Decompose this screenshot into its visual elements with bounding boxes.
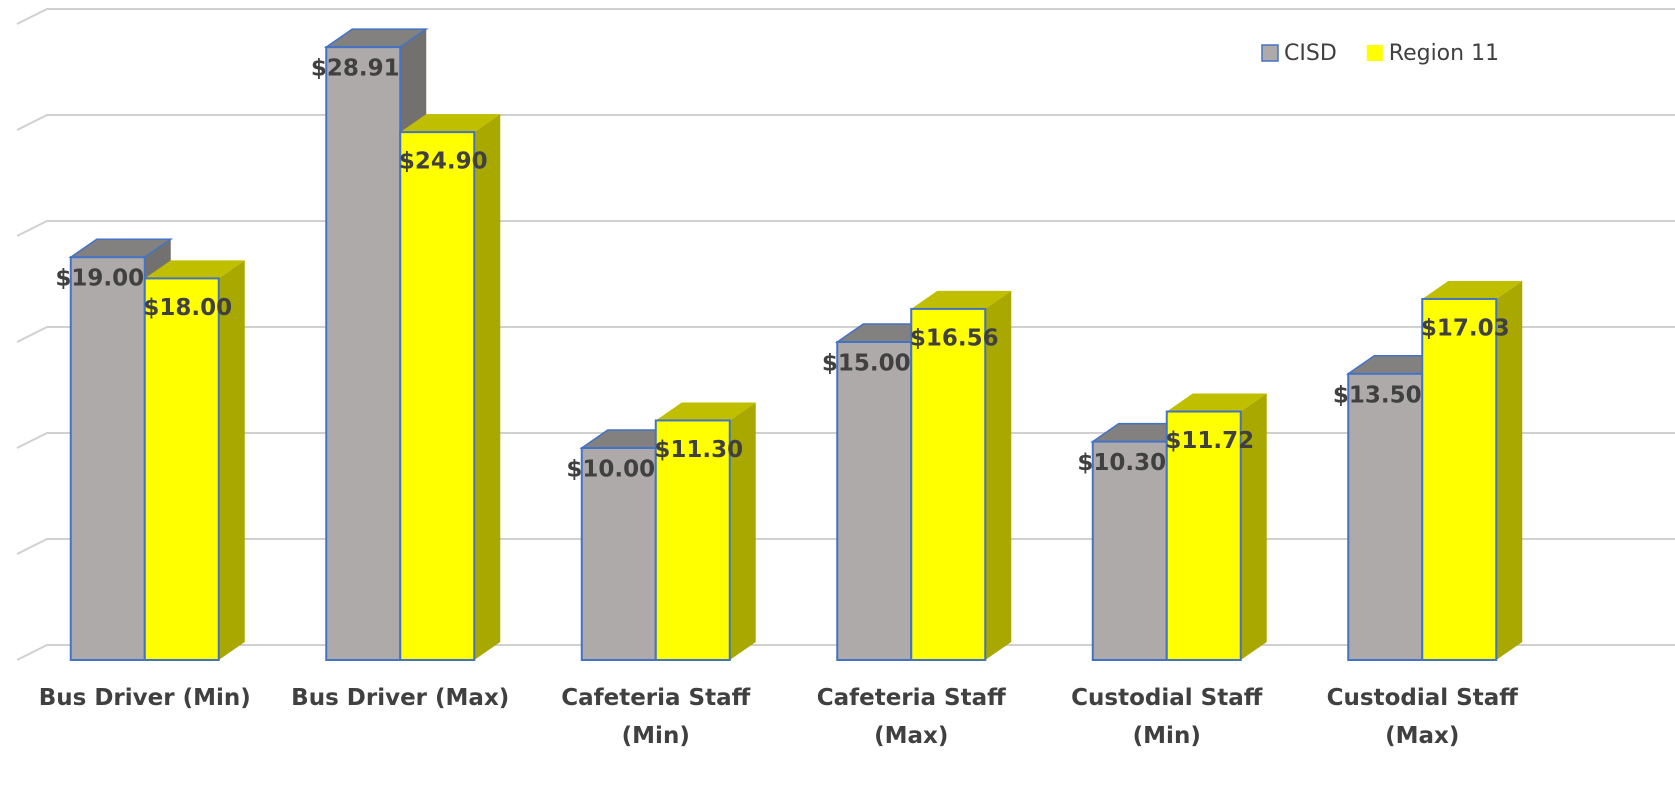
- data-label: $19.00: [55, 266, 144, 292]
- bar: [910, 290, 1012, 661]
- bar-front: [325, 46, 402, 662]
- bar-front: [143, 277, 220, 661]
- x-tick-label: Bus Driver (Max): [291, 685, 510, 711]
- bar-top: [911, 290, 1012, 309]
- bar-top: [1166, 393, 1267, 412]
- bar-top: [144, 260, 245, 279]
- bar-front: [1347, 372, 1424, 661]
- bar-side: [1496, 280, 1523, 660]
- grid-line: [16, 114, 1675, 131]
- x-tick-label: Bus Driver (Min): [38, 685, 251, 711]
- grid-line: [16, 326, 1675, 343]
- bar-front: [910, 307, 987, 661]
- bar-front: [1421, 297, 1498, 661]
- bar-top: [655, 402, 756, 421]
- bar: [399, 114, 501, 661]
- bar-front: [580, 447, 657, 661]
- bar-front: [399, 131, 476, 661]
- data-label: $28.91: [311, 56, 400, 82]
- bar-side: [474, 114, 501, 661]
- bar-side: [1240, 393, 1267, 660]
- grid-line: [16, 220, 1675, 237]
- x-tick-label: Cafeteria Staff (Max): [816, 685, 1006, 749]
- x-tick-label: Cafeteria Staff (Min): [561, 685, 751, 749]
- data-label: $16.56: [910, 325, 999, 351]
- data-label: $11.72: [1165, 428, 1254, 454]
- legend-swatch: [1261, 44, 1279, 62]
- legend-swatch: [1366, 45, 1383, 61]
- bar-side: [985, 290, 1012, 660]
- bar: [143, 260, 245, 661]
- bar-front: [654, 419, 731, 661]
- bar: [654, 402, 756, 661]
- data-label: $24.90: [399, 149, 488, 175]
- grid-line: [16, 8, 1675, 25]
- data-label: $17.03: [1421, 315, 1510, 341]
- bar-top: [1422, 280, 1523, 299]
- data-label: $10.00: [566, 457, 655, 483]
- data-label: $11.30: [654, 437, 743, 463]
- bar: [1421, 280, 1523, 661]
- legend-label: Region 11: [1389, 41, 1499, 66]
- bar: [1165, 393, 1267, 662]
- data-label: $18.00: [143, 295, 232, 321]
- x-tick-label: Custodial Staff (Max): [1326, 685, 1518, 749]
- bar-side: [729, 402, 756, 660]
- bar-side: [218, 260, 245, 660]
- bar-front: [836, 341, 913, 661]
- bar-front: [69, 256, 146, 661]
- data-label: $15.00: [822, 351, 911, 377]
- bar-front: [1165, 410, 1242, 662]
- data-label: $10.30: [1077, 450, 1166, 476]
- bar-top: [400, 114, 501, 133]
- legend-label: CISD: [1284, 41, 1337, 66]
- data-label: $13.50: [1333, 382, 1422, 408]
- x-tick-label: Custodial Staff (Min): [1071, 685, 1263, 749]
